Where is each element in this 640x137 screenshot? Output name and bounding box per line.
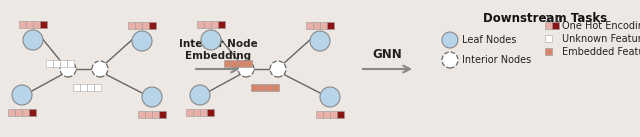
Bar — [200, 109, 207, 116]
Circle shape — [442, 52, 458, 68]
Bar — [73, 84, 80, 91]
Bar — [149, 22, 156, 29]
Bar — [53, 60, 60, 67]
Bar — [40, 21, 47, 28]
Text: 1  0: 1 0 — [545, 15, 561, 24]
Bar — [128, 22, 135, 29]
Bar — [26, 21, 33, 28]
Bar — [258, 84, 265, 91]
Bar — [60, 60, 67, 67]
Bar — [251, 84, 258, 91]
Bar — [545, 22, 552, 29]
Bar — [197, 21, 204, 28]
Bar — [145, 111, 152, 118]
Text: Embedded Features: Embedded Features — [562, 47, 640, 57]
Text: Downstream Tasks: Downstream Tasks — [483, 12, 607, 25]
Circle shape — [270, 61, 286, 77]
Bar — [19, 21, 26, 28]
Bar — [313, 22, 320, 29]
Text: Unknown Features: Unknown Features — [562, 34, 640, 44]
Text: GNN: GNN — [372, 48, 403, 61]
Circle shape — [238, 61, 254, 77]
Bar — [337, 111, 344, 118]
Bar — [245, 60, 252, 67]
Bar — [186, 109, 193, 116]
Circle shape — [190, 85, 210, 105]
Circle shape — [310, 31, 330, 51]
Bar — [94, 84, 101, 91]
Circle shape — [12, 85, 32, 105]
Bar — [8, 109, 15, 116]
Bar — [327, 22, 334, 29]
Bar — [80, 84, 87, 91]
Bar — [552, 22, 559, 29]
Bar — [207, 109, 214, 116]
Bar — [67, 60, 74, 67]
Bar — [15, 109, 22, 116]
Bar — [22, 109, 29, 116]
Bar — [29, 109, 36, 116]
Bar — [545, 48, 552, 55]
Bar — [545, 35, 552, 42]
Bar — [193, 109, 200, 116]
Bar — [316, 111, 323, 118]
Circle shape — [60, 61, 76, 77]
Text: Interior Nodes: Interior Nodes — [462, 55, 531, 65]
Bar — [320, 22, 327, 29]
Circle shape — [23, 30, 43, 50]
Bar — [211, 21, 218, 28]
Bar — [33, 21, 40, 28]
Bar — [224, 60, 231, 67]
Bar — [231, 60, 238, 67]
Text: One Hot Encoding: One Hot Encoding — [562, 21, 640, 31]
Text: Interior Node
Embedding: Interior Node Embedding — [179, 39, 257, 61]
Bar — [159, 111, 166, 118]
Circle shape — [142, 87, 162, 107]
Bar — [142, 22, 149, 29]
Bar — [238, 60, 245, 67]
Bar — [135, 22, 142, 29]
Circle shape — [442, 32, 458, 48]
Bar — [138, 111, 145, 118]
Text: Leaf Nodes: Leaf Nodes — [462, 35, 516, 45]
Circle shape — [201, 30, 221, 50]
Bar — [323, 111, 330, 118]
Circle shape — [320, 87, 340, 107]
Bar — [204, 21, 211, 28]
Bar — [330, 111, 337, 118]
Bar — [218, 21, 225, 28]
Bar — [87, 84, 94, 91]
Circle shape — [132, 31, 152, 51]
Bar — [46, 60, 53, 67]
Bar — [306, 22, 313, 29]
Bar — [272, 84, 279, 91]
Bar — [152, 111, 159, 118]
Bar — [265, 84, 272, 91]
Circle shape — [92, 61, 108, 77]
